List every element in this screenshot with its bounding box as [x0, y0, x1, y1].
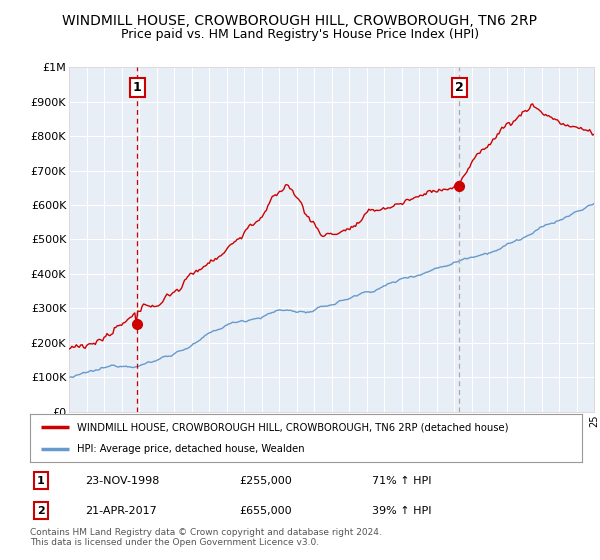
- Text: 71% ↑ HPI: 71% ↑ HPI: [372, 475, 432, 486]
- Text: WINDMILL HOUSE, CROWBOROUGH HILL, CROWBOROUGH, TN6 2RP (detached house): WINDMILL HOUSE, CROWBOROUGH HILL, CROWBO…: [77, 422, 508, 432]
- Text: 1: 1: [37, 475, 45, 486]
- Text: WINDMILL HOUSE, CROWBOROUGH HILL, CROWBOROUGH, TN6 2RP: WINDMILL HOUSE, CROWBOROUGH HILL, CROWBO…: [62, 14, 538, 28]
- Text: HPI: Average price, detached house, Wealden: HPI: Average price, detached house, Weal…: [77, 444, 305, 454]
- Text: 21-APR-2017: 21-APR-2017: [85, 506, 157, 516]
- Text: £655,000: £655,000: [240, 506, 292, 516]
- Text: 2: 2: [455, 81, 464, 95]
- Text: 2: 2: [37, 506, 45, 516]
- Text: 1: 1: [133, 81, 142, 95]
- Text: £255,000: £255,000: [240, 475, 293, 486]
- Text: 23-NOV-1998: 23-NOV-1998: [85, 475, 160, 486]
- Text: 39% ↑ HPI: 39% ↑ HPI: [372, 506, 432, 516]
- Text: Price paid vs. HM Land Registry's House Price Index (HPI): Price paid vs. HM Land Registry's House …: [121, 28, 479, 41]
- Text: Contains HM Land Registry data © Crown copyright and database right 2024.
This d: Contains HM Land Registry data © Crown c…: [30, 528, 382, 547]
